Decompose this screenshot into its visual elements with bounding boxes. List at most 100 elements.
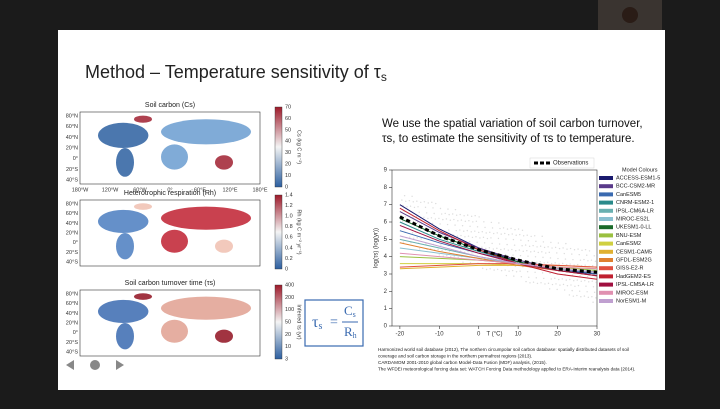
lon-label: 120°E xyxy=(222,187,237,193)
map-land xyxy=(161,296,251,320)
legend-label: GISS-E2-R xyxy=(616,266,644,272)
scatter-background xyxy=(423,201,426,203)
scatter-background xyxy=(491,242,493,245)
slides-button[interactable] xyxy=(90,360,100,370)
scatter-background xyxy=(535,277,537,279)
scatter-background xyxy=(412,201,414,203)
scatter-background xyxy=(585,285,587,287)
scatter-background xyxy=(544,283,546,285)
next-button[interactable] xyxy=(116,360,124,370)
scatter-background xyxy=(588,281,590,283)
colorbar-tick-label: 0.8 xyxy=(285,224,293,230)
scatter-background xyxy=(566,248,568,250)
legend-label: GFDL-ESM2G xyxy=(616,257,652,263)
legend-label: CNRM-ESM2-1 xyxy=(616,200,654,206)
x-tick-label: 20 xyxy=(554,332,561,338)
colorbar-tick-label: 50 xyxy=(285,127,291,133)
scatter-background xyxy=(502,227,505,229)
scatter-background xyxy=(510,227,512,230)
scatter-background xyxy=(584,279,586,282)
scatter-background xyxy=(557,257,559,260)
scatter-background xyxy=(450,256,452,258)
scatter-background xyxy=(569,247,572,250)
scatter-background xyxy=(408,199,411,202)
scatter-background xyxy=(532,281,535,283)
scatter-background xyxy=(496,232,498,234)
scatter-background xyxy=(500,269,503,272)
scatter-background xyxy=(506,243,508,246)
scatter-background xyxy=(431,222,434,225)
model-line xyxy=(399,207,598,280)
scatter-background xyxy=(579,275,581,277)
map-title: Heterotrophic respiration (Rh) xyxy=(124,190,216,197)
legend-label: MIROC-ESM xyxy=(616,290,649,296)
scatter-background xyxy=(409,205,412,207)
scatter-background xyxy=(456,235,459,237)
scatter-background xyxy=(570,284,572,286)
scatter-background xyxy=(467,250,469,253)
scatter-background xyxy=(554,262,556,264)
scatter-background xyxy=(558,278,560,281)
scatter-background xyxy=(594,260,597,263)
subscript: s xyxy=(353,310,356,319)
scatter-background xyxy=(427,217,429,220)
subscript: s xyxy=(318,321,322,332)
scatter-background xyxy=(534,235,536,237)
lat-label: 20°S xyxy=(66,250,78,256)
scatter-background xyxy=(446,223,449,226)
scatter-background xyxy=(576,263,579,266)
scatter-background xyxy=(481,231,483,233)
lat-label: 80°N xyxy=(66,113,78,119)
legend-label: ACCESS-ESM1-5 xyxy=(616,175,660,181)
scatter-background xyxy=(571,289,573,292)
scatter-background xyxy=(466,229,468,232)
scatter-background xyxy=(551,247,553,249)
scatter-background xyxy=(504,269,506,271)
symbol: R xyxy=(344,324,353,339)
scatter-background xyxy=(562,262,564,265)
colorbar-tick-label: 0.4 xyxy=(285,245,293,251)
colorbar-tick-label: 0 xyxy=(285,266,288,272)
scatter-background xyxy=(482,236,485,239)
colorbar xyxy=(274,284,283,360)
formula-lhs: τs xyxy=(312,314,322,333)
y-tick-label: 1 xyxy=(384,306,388,312)
scatter-background xyxy=(420,201,422,204)
scatter-background xyxy=(586,275,589,277)
scatter-background xyxy=(438,217,440,220)
scatter-background xyxy=(565,242,567,245)
scatter-background xyxy=(526,271,529,273)
lat-label: 20°N xyxy=(66,145,78,151)
colorbar-tick-label: 10 xyxy=(285,173,291,179)
formula-box xyxy=(304,299,364,347)
scatter-background xyxy=(536,246,538,248)
scatter-background xyxy=(542,241,545,243)
scatter-background xyxy=(529,282,531,284)
legend-label: CanESM2 xyxy=(616,241,641,247)
lat-label: 40°N xyxy=(66,311,78,317)
scatter-background xyxy=(483,221,485,223)
lon-label: 0° xyxy=(167,187,172,193)
scatter-background xyxy=(588,250,591,252)
scatter-background xyxy=(441,249,443,252)
scatter-background xyxy=(401,199,403,201)
scatter-background xyxy=(578,253,580,256)
map-land xyxy=(116,148,134,177)
scatter-background xyxy=(474,215,476,217)
legend-title: Model Colours xyxy=(622,167,658,173)
scatter-background xyxy=(504,232,506,235)
scatter-background xyxy=(556,288,558,291)
lat-label: 80°N xyxy=(66,291,78,297)
scatter-background xyxy=(508,270,510,272)
y-tick-label: 2 xyxy=(384,289,388,295)
scatter-background xyxy=(520,276,523,278)
colorbar-label: Rh (kg C m⁻² yr⁻¹) xyxy=(296,209,302,254)
scatter-background xyxy=(469,225,471,227)
chart-panel xyxy=(368,153,665,345)
prev-button[interactable] xyxy=(66,360,74,370)
scatter-background xyxy=(543,246,546,249)
scatter-background xyxy=(432,207,434,209)
scatter-background xyxy=(554,277,556,280)
scatter-background xyxy=(483,242,486,244)
